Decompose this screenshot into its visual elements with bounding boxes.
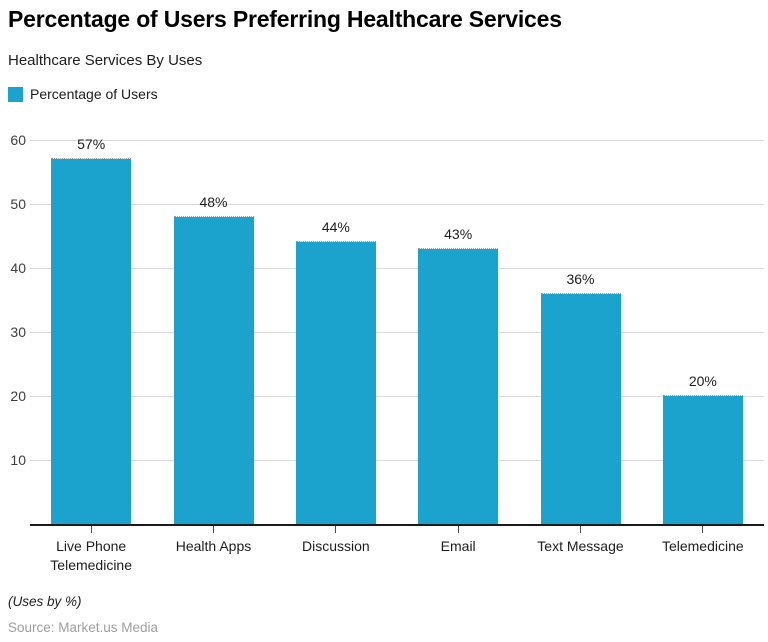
legend-label: Percentage of Users [30, 86, 158, 102]
bar-text-message [540, 292, 621, 524]
y-axis-tick-label-10: 10 [10, 452, 26, 468]
gridline-40 [30, 268, 764, 269]
x-axis-tick [580, 526, 581, 533]
value-label-43%: 43% [444, 225, 473, 242]
y-axis-tick-label-30: 30 [10, 324, 26, 340]
bar-chart-plot-area: 10 20 30 40 50 60 57% Live Phone Telemedicine 48… [10, 132, 764, 573]
x-axis-category-label: Telemedicine [661, 538, 744, 554]
bar-discussion [295, 241, 376, 524]
x-axis-tick [457, 526, 459, 533]
y-axis-tick-label-60: 60 [10, 132, 26, 148]
gridline-60 [30, 140, 764, 141]
legend-swatch-icon [8, 86, 23, 102]
bar-health-apps [173, 215, 254, 524]
gridline-30 [30, 332, 764, 333]
value-label-36%: 36% [566, 270, 595, 287]
x-axis-category-label: Discussion [301, 538, 370, 554]
chart-title: Percentage of Users Preferring Healthcar… [8, 6, 562, 32]
legend: Percentage of Users [8, 86, 158, 102]
x-axis-category-label: Live Phone Telemedicine [50, 538, 133, 573]
bar-email [418, 247, 499, 524]
chart-source: Source: Market.us Media [8, 620, 159, 635]
y-axis-tick-label-20: 20 [10, 388, 26, 404]
x-axis-tick [702, 526, 704, 533]
x-axis-tick [335, 526, 337, 533]
x-axis-tick [213, 526, 214, 533]
gridline-10 [30, 460, 764, 461]
x-axis-category-label: Text Message [537, 538, 624, 554]
x-axis-category-label: Email [440, 538, 476, 554]
chart-footnote: (Uses by %) [8, 594, 82, 609]
value-label-20%: 20% [688, 373, 717, 389]
y-axis-tick-label-40: 40 [10, 260, 26, 276]
x-axis-category-label: Health Apps [175, 538, 252, 554]
y-axis-tick-label-50: 50 [10, 196, 26, 212]
x-axis-tick [90, 526, 92, 533]
bar-telemedicine [662, 395, 743, 524]
value-label-57%: 57% [77, 136, 106, 153]
gridline-50 [30, 204, 764, 205]
gridline-20 [30, 396, 764, 397]
bar-live-phone-telemedicine [51, 158, 132, 524]
chart-subtitle: Healthcare Services By Uses [8, 52, 203, 69]
value-label-48%: 48% [199, 193, 228, 210]
value-label-44%: 44% [321, 219, 350, 236]
